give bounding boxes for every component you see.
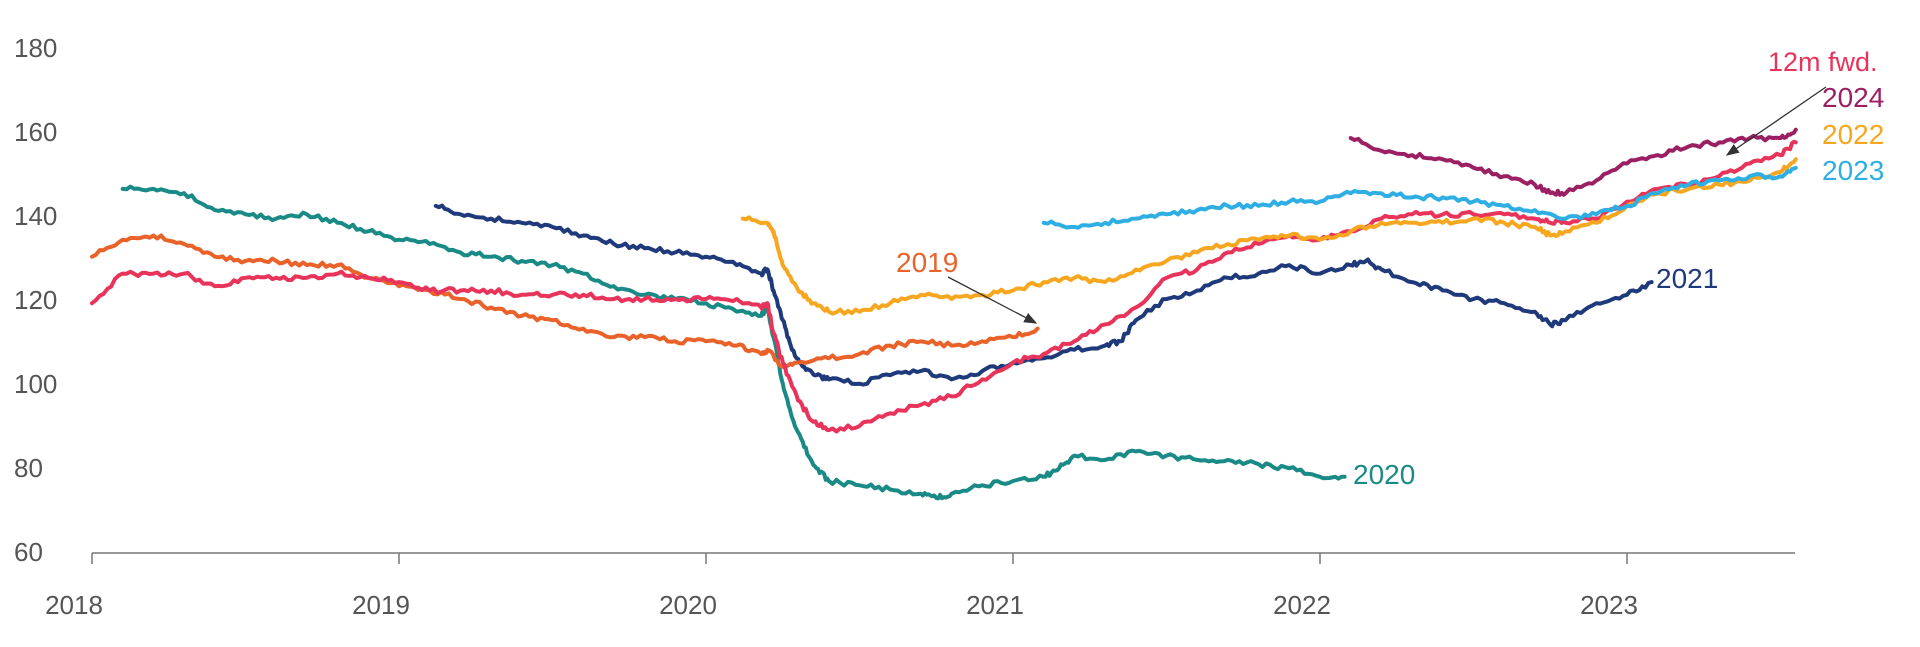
y-tick-label: 180 xyxy=(14,33,57,63)
series-line-2024 xyxy=(1348,127,1798,197)
y-tick-label: 80 xyxy=(14,453,43,483)
x-tick-labels: 2018 2019 2020 2021 2022 2023 xyxy=(45,590,1638,620)
series-line-2019 xyxy=(90,233,1040,370)
x-ticks xyxy=(91,553,1628,564)
x-tick-label: 2022 xyxy=(1273,590,1331,620)
series-label-2024: 2024 xyxy=(1822,82,1884,113)
series-label-2022: 2022 xyxy=(1822,119,1884,150)
y-tick-label: 100 xyxy=(14,369,57,399)
x-tick-label: 2021 xyxy=(966,590,1024,620)
x-tick-label: 2023 xyxy=(1580,590,1638,620)
y-tick-labels: 60 80 100 120 140 160 180 xyxy=(14,33,57,567)
annotation-arrow-12m-fwd xyxy=(1725,86,1827,156)
y-tick-label: 140 xyxy=(14,201,57,231)
series-line-2022 xyxy=(740,157,1798,316)
series-label-2019: 2019 xyxy=(896,247,958,278)
x-tick-label: 2019 xyxy=(352,590,410,620)
series-line-12m-fwd xyxy=(90,139,1798,434)
series-label-2020: 2020 xyxy=(1353,459,1415,490)
series-label-2021: 2021 xyxy=(1656,263,1718,294)
series-label-2023: 2023 xyxy=(1822,155,1884,186)
annotation-arrow-2019 xyxy=(947,276,1038,324)
series-line-2021 xyxy=(433,203,1654,387)
series-label-12m-fwd: 12m fwd. xyxy=(1768,47,1878,77)
y-tick-label: 60 xyxy=(14,537,43,567)
x-tick-label: 2018 xyxy=(45,590,103,620)
series-line-2020 xyxy=(120,184,1347,501)
series-line-2023 xyxy=(1041,165,1798,230)
series-labels: 12m fwd. 2024 2022 2023 2021 2019 2020 xyxy=(896,47,1884,490)
x-tick-label: 2020 xyxy=(659,590,717,620)
series-lines xyxy=(90,127,1798,501)
y-tick-label: 160 xyxy=(14,117,57,147)
y-tick-label: 120 xyxy=(14,285,57,315)
